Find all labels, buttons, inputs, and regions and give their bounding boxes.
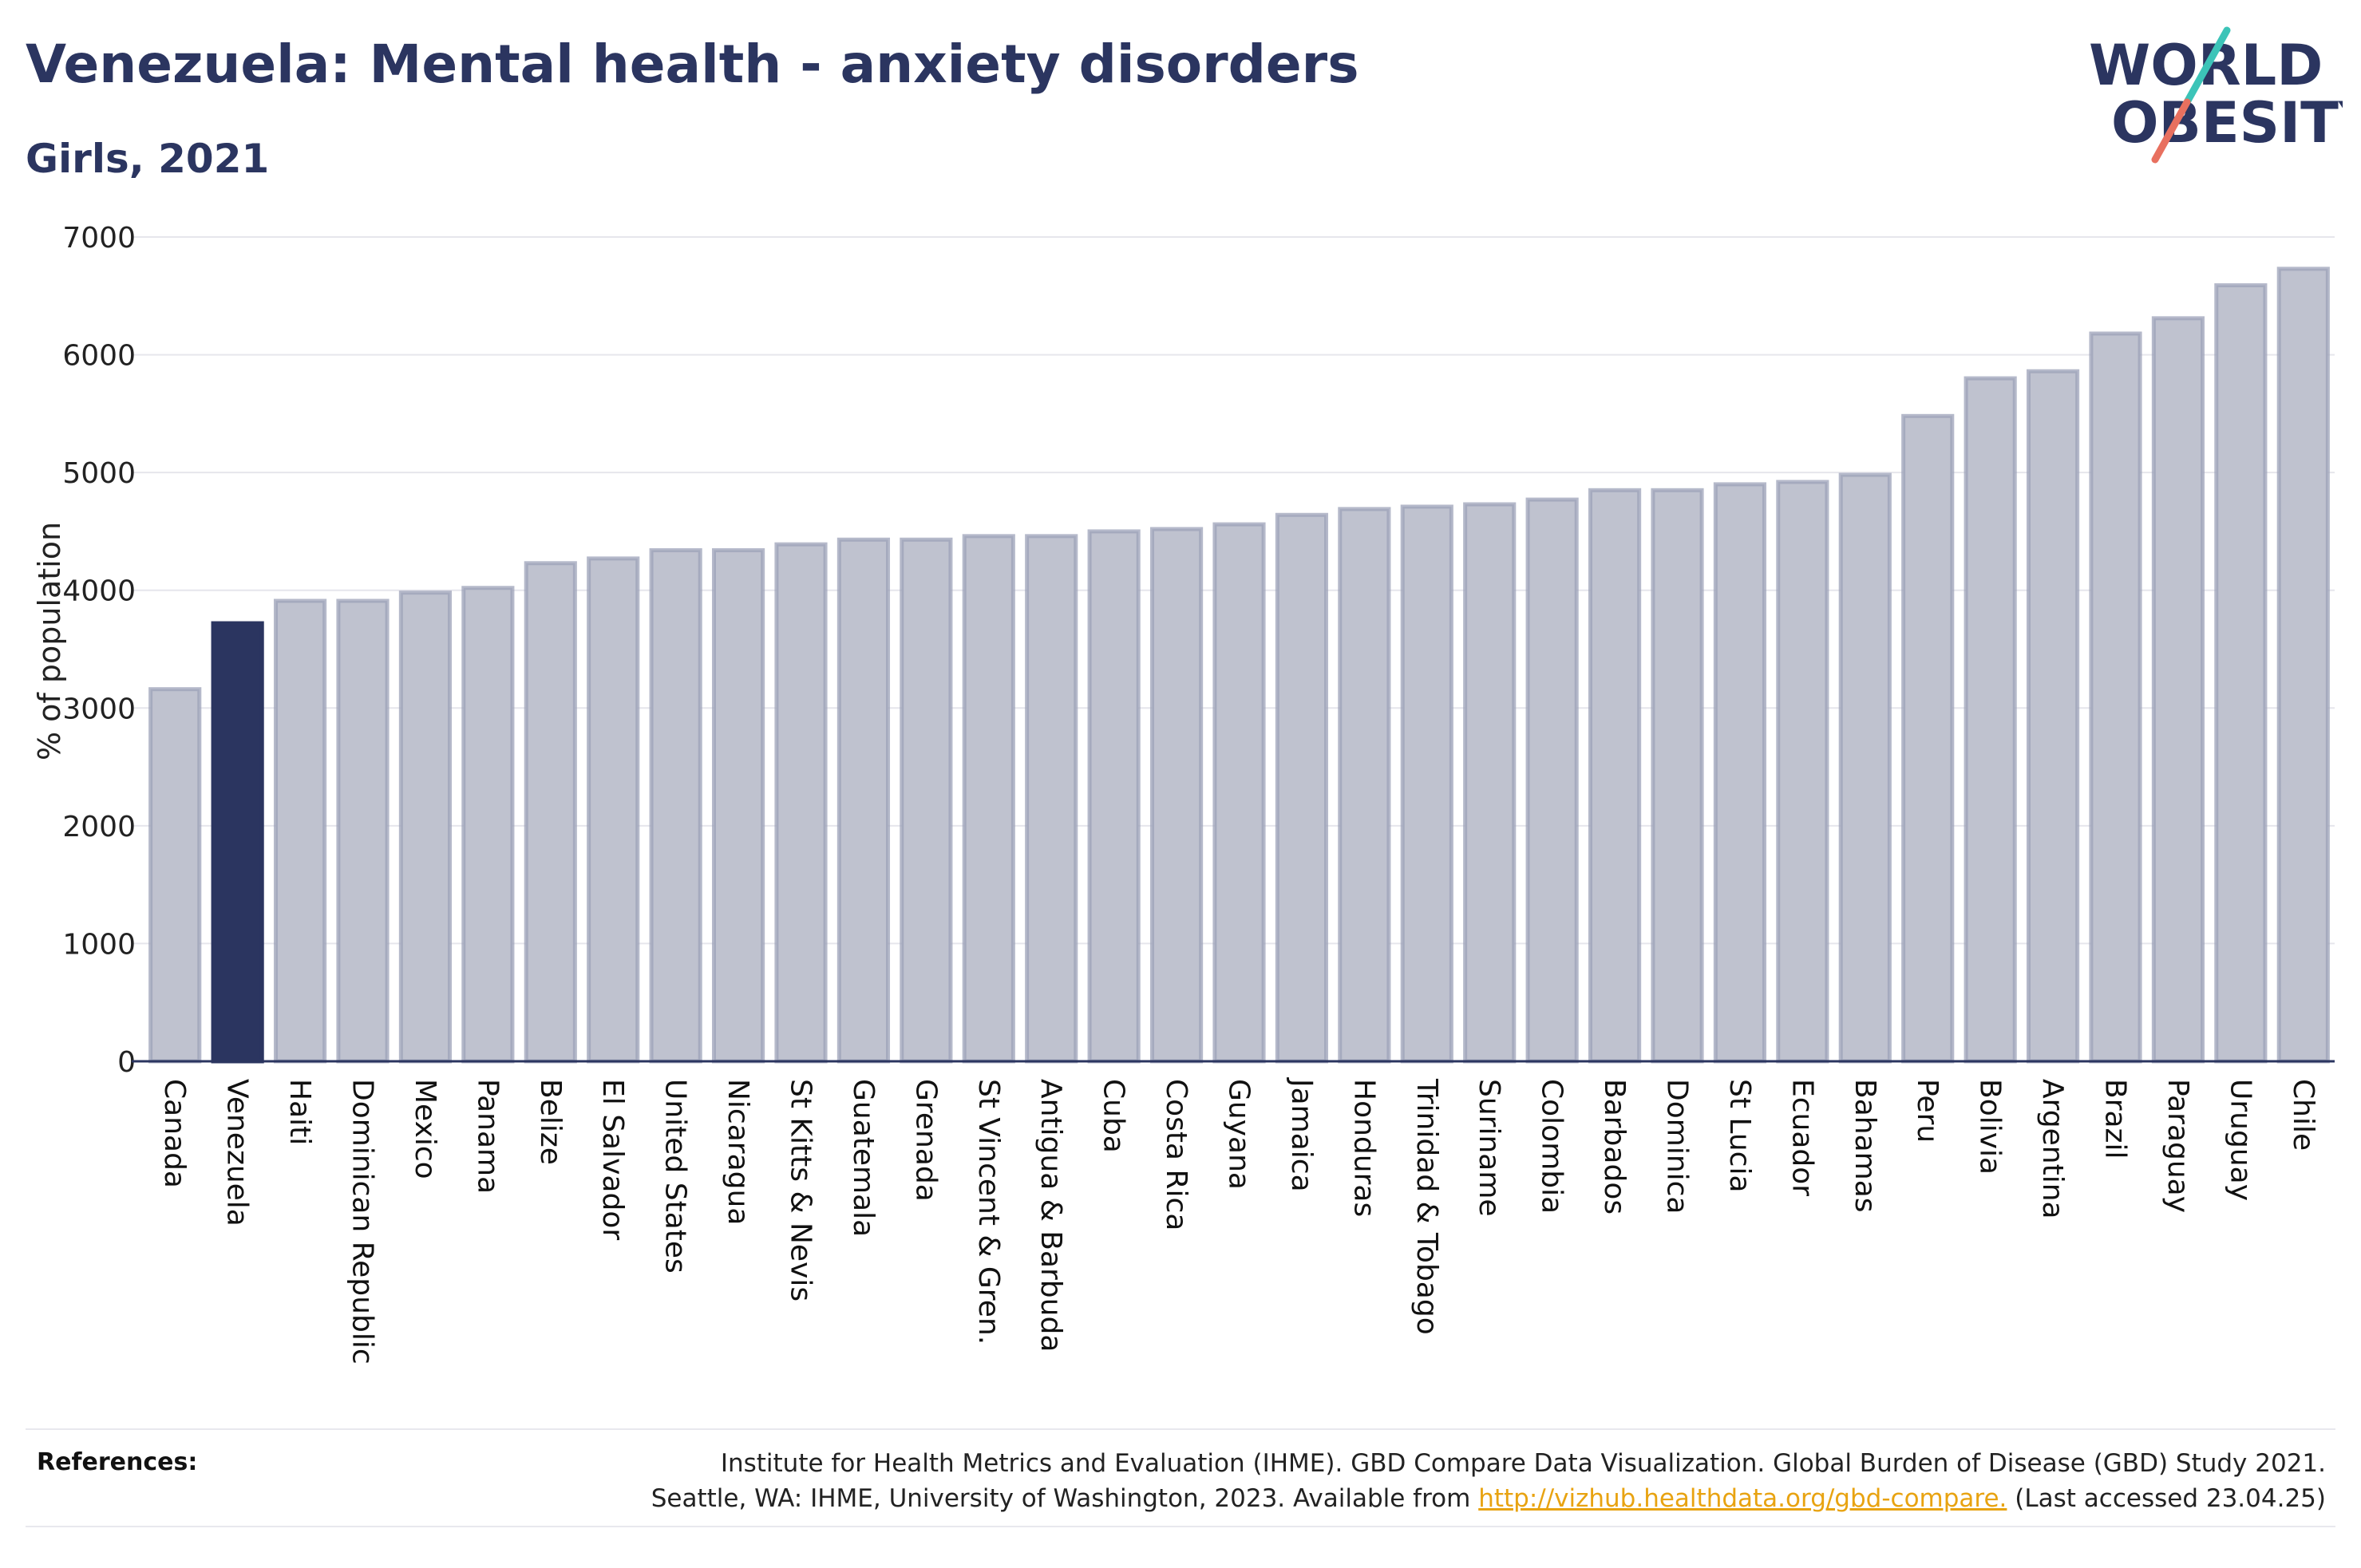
bar-mexico — [398, 590, 453, 1064]
bar-grenada — [900, 537, 953, 1064]
bar-bahamas — [1838, 472, 1892, 1064]
bar-uruguay — [2214, 283, 2268, 1064]
x-tick-label: Argentina — [2036, 1079, 2069, 1219]
bar-dominica — [1651, 488, 1704, 1064]
bar-paraguay — [2151, 316, 2205, 1064]
y-tick-label: 7000 — [62, 222, 136, 255]
bar-cuba — [1087, 529, 1141, 1064]
chart-title: Venezuela: Mental health - anxiety disor… — [26, 34, 1359, 95]
bar-united-states — [649, 548, 702, 1064]
x-tick-label: United States — [659, 1079, 692, 1274]
bar-chart: 0 1000 2000 3000 4000 5000 6000 7000 Canada Vene… — [32, 222, 2335, 1365]
y-tick-label: 6000 — [62, 340, 136, 373]
bar-antigua-barbuda — [1025, 534, 1078, 1064]
x-tick-label: St Kitts & Nevis — [785, 1079, 817, 1301]
x-tick-label: Trinidad & Tobago — [1410, 1078, 1443, 1335]
y-axis-ticks: 0 1000 2000 3000 4000 5000 6000 7000 — [62, 222, 136, 1079]
x-tick-label: Barbados — [1598, 1079, 1631, 1215]
references-text: Institute for Health Metrics and Evaluat… — [570, 1446, 2326, 1516]
references-line-2-prefix: Seattle, WA: IHME, University of Washing… — [651, 1484, 1479, 1513]
bar-chile — [2276, 267, 2330, 1064]
bar-colombia — [1525, 497, 1579, 1064]
y-tick-label: 4000 — [62, 575, 136, 608]
bar-jamaica — [1275, 512, 1329, 1064]
x-tick-label: Chile — [2287, 1079, 2319, 1151]
x-tick-label: Suriname — [1473, 1079, 1505, 1217]
x-tick-label: Honduras — [1347, 1079, 1380, 1217]
logo-word-obesity: OBESITY — [2111, 90, 2343, 156]
bar-dominican-republic — [336, 598, 390, 1064]
bar-st-kitts-nevis — [774, 542, 828, 1064]
bar-belize — [524, 561, 577, 1064]
references-link[interactable]: http://vizhub.healthdata.org/gbd-compare… — [1478, 1484, 2007, 1513]
x-tick-label: St Lucia — [1723, 1079, 1756, 1193]
bar-guyana — [1212, 522, 1266, 1064]
bar-trinidad-tobago — [1400, 504, 1453, 1064]
bar-honduras — [1338, 507, 1391, 1064]
y-axis-title: % of population — [32, 522, 67, 760]
y-tick-label: 1000 — [62, 928, 136, 961]
bar-peru — [1901, 413, 1955, 1064]
x-tick-label: Nicaragua — [722, 1079, 754, 1225]
bars — [148, 267, 2330, 1064]
x-tick-label: Colombia — [1536, 1079, 1568, 1214]
world-obesity-logo: WORLD OBESITY — [2089, 26, 2343, 164]
x-tick-label: Uruguay — [2224, 1079, 2256, 1201]
bar-barbados — [1588, 488, 1642, 1064]
bar-st-lucia — [1713, 482, 1767, 1064]
references-line-2-suffix: (Last accessed 23.04.25) — [2007, 1484, 2326, 1513]
y-tick-label: 0 — [117, 1046, 136, 1079]
x-axis-labels: Canada Venezuela Haiti Dominican Republic Me… — [158, 1077, 2319, 1365]
references-divider-bottom — [26, 1526, 2335, 1527]
x-tick-label: Jamaica — [1285, 1077, 1318, 1192]
references-line-1: Institute for Health Metrics and Evaluat… — [720, 1449, 2326, 1478]
bar-suriname — [1463, 502, 1517, 1064]
y-tick-label: 3000 — [62, 693, 136, 725]
bar-argentina — [2026, 369, 2080, 1064]
bar-st-vincent-gren- — [962, 534, 1015, 1064]
bar-venezuela — [211, 621, 264, 1064]
x-tick-label: Panama — [471, 1079, 504, 1194]
x-tick-label: Belize — [534, 1079, 567, 1165]
chart-subtitle: Girls, 2021 — [26, 136, 270, 182]
x-tick-label: Grenada — [909, 1079, 942, 1202]
x-tick-label: Guyana — [1223, 1079, 1256, 1190]
x-tick-label: Canada — [158, 1079, 191, 1188]
bar-costa-rica — [1149, 527, 1204, 1064]
bar-el-salvador — [587, 556, 640, 1064]
bar-nicaragua — [711, 548, 765, 1064]
x-tick-label: Venezuela — [221, 1079, 254, 1226]
logo-slash-coral — [2151, 98, 2191, 164]
x-tick-label: Mexico — [409, 1079, 441, 1179]
x-tick-label: Haiti — [283, 1079, 316, 1145]
x-tick-label: Guatemala — [847, 1079, 880, 1237]
x-tick-label: Peru — [1911, 1079, 1944, 1143]
x-tick-label: Bolivia — [1974, 1079, 2007, 1175]
x-tick-label: Cuba — [1097, 1079, 1130, 1153]
x-tick-label: Paraguay — [2161, 1079, 2194, 1213]
bar-canada — [148, 687, 202, 1064]
x-tick-label: St Vincent & Gren. — [972, 1079, 1005, 1345]
x-tick-label: Dominica — [1661, 1079, 1694, 1215]
y-tick-label: 2000 — [62, 811, 136, 843]
x-tick-label: Bahamas — [1849, 1079, 1881, 1213]
y-tick-label: 5000 — [62, 457, 136, 490]
logo-slash-teal — [2183, 26, 2231, 106]
x-tick-label: Dominican Republic — [346, 1079, 379, 1365]
x-tick-label: Ecuador — [1786, 1079, 1818, 1196]
bar-bolivia — [1964, 376, 2017, 1064]
references-label: References: — [37, 1448, 198, 1476]
x-tick-label: Costa Rica — [1160, 1079, 1192, 1230]
bar-brazil — [2089, 331, 2142, 1064]
bar-panama — [461, 586, 515, 1064]
x-tick-label: Brazil — [2099, 1079, 2132, 1159]
references-line-2: Seattle, WA: IHME, University of Washing… — [570, 1481, 2326, 1516]
bar-haiti — [273, 598, 327, 1064]
bar-ecuador — [1776, 480, 1829, 1064]
x-tick-label: El Salvador — [596, 1079, 629, 1240]
x-tick-label: Antigua & Barbuda — [1034, 1079, 1067, 1352]
references-divider-top — [26, 1428, 2335, 1430]
bar-guatemala — [836, 537, 891, 1064]
